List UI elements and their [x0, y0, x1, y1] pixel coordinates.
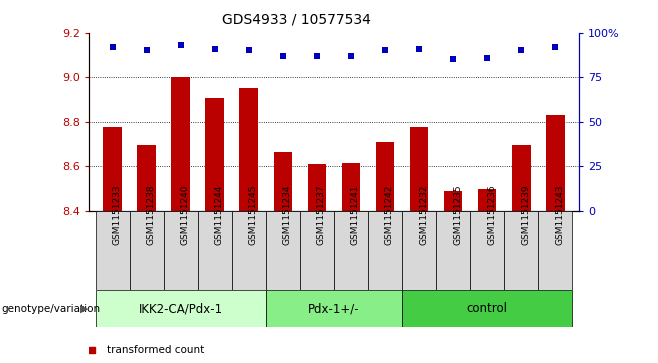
Text: Pdx-1+/-: Pdx-1+/- — [308, 302, 360, 315]
Text: GSM1151239: GSM1151239 — [521, 184, 530, 245]
Bar — [512, 145, 530, 211]
Bar — [538, 211, 572, 290]
Bar — [95, 211, 130, 290]
Bar — [95, 290, 266, 327]
Text: GSM1151240: GSM1151240 — [181, 184, 190, 245]
Bar — [307, 164, 326, 211]
Point — [482, 55, 492, 61]
Text: GSM1151236: GSM1151236 — [487, 184, 496, 245]
Point — [516, 48, 526, 53]
Bar — [410, 127, 428, 211]
Text: IKK2-CA/Pdx-1: IKK2-CA/Pdx-1 — [139, 302, 223, 315]
Text: GDS4933 / 10577534: GDS4933 / 10577534 — [222, 13, 370, 27]
Text: GSM1151234: GSM1151234 — [283, 184, 292, 245]
Text: genotype/variation: genotype/variation — [1, 303, 101, 314]
Point — [278, 53, 288, 59]
Text: GSM1151242: GSM1151242 — [385, 184, 394, 245]
Point — [176, 42, 186, 48]
Bar — [232, 211, 266, 290]
Bar — [103, 127, 122, 211]
Text: GSM1151233: GSM1151233 — [113, 184, 122, 245]
Point — [345, 53, 356, 59]
Text: GSM1151244: GSM1151244 — [215, 184, 224, 245]
Bar — [164, 211, 198, 290]
Bar — [266, 211, 300, 290]
Bar — [436, 211, 470, 290]
Bar — [198, 211, 232, 290]
Point — [550, 44, 561, 50]
Point — [414, 46, 424, 52]
Bar — [240, 88, 258, 211]
Point — [141, 48, 152, 53]
Bar — [266, 290, 402, 327]
Bar — [171, 77, 190, 211]
Point — [312, 53, 322, 59]
Bar — [376, 142, 394, 211]
Text: transformed count: transformed count — [107, 345, 204, 355]
Text: GSM1151237: GSM1151237 — [317, 184, 326, 245]
Bar — [334, 211, 368, 290]
Bar — [300, 211, 334, 290]
Bar — [342, 163, 361, 211]
Text: GSM1151238: GSM1151238 — [147, 184, 156, 245]
Point — [380, 48, 390, 53]
Bar — [205, 98, 224, 211]
Point — [448, 56, 459, 62]
Bar — [402, 290, 572, 327]
Text: GSM1151235: GSM1151235 — [453, 184, 462, 245]
Bar — [443, 191, 463, 211]
Bar — [274, 152, 292, 211]
Text: GSM1151241: GSM1151241 — [351, 184, 360, 245]
Bar — [368, 211, 402, 290]
Text: GSM1151245: GSM1151245 — [249, 184, 258, 245]
Text: GSM1151232: GSM1151232 — [419, 184, 428, 245]
Point — [87, 347, 97, 353]
Bar — [138, 145, 156, 211]
Bar — [504, 211, 538, 290]
Point — [209, 46, 220, 52]
Bar — [130, 211, 164, 290]
Point — [107, 44, 118, 50]
Text: GSM1151243: GSM1151243 — [555, 184, 564, 245]
Bar — [478, 189, 497, 211]
Point — [243, 48, 254, 53]
Bar — [402, 211, 436, 290]
Bar — [546, 115, 565, 211]
Text: ▶: ▶ — [80, 303, 89, 314]
Text: control: control — [467, 302, 507, 315]
Bar — [470, 211, 504, 290]
